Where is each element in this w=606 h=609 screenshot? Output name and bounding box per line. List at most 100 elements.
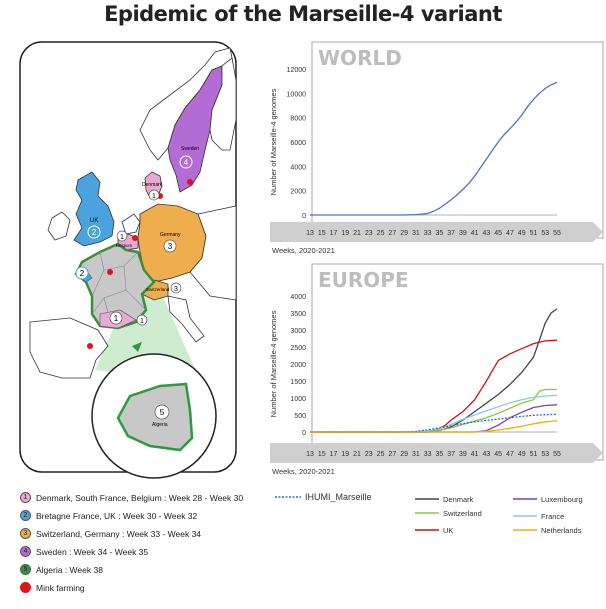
x-axis-label: Weeks, 2020-2021 xyxy=(272,467,335,476)
mink-farm-dot xyxy=(187,179,193,185)
svg-text:1: 1 xyxy=(152,193,156,200)
ireland-shape xyxy=(47,211,71,241)
x-tick-label: 19 xyxy=(341,451,349,458)
legend-label: Switzerland xyxy=(443,509,482,518)
x-tick-label: 51 xyxy=(530,451,538,458)
x-tick-label: 17 xyxy=(330,230,338,237)
x-axis-label: Weeks, 2020-2021 xyxy=(272,246,335,255)
legend-label: Denmark xyxy=(443,495,474,504)
mink-legend-label: Mink farming xyxy=(36,582,85,593)
x-tick-label: 37 xyxy=(447,230,455,237)
x-tick-label: 47 xyxy=(506,230,514,237)
marker-bretagne: 2 xyxy=(75,266,89,280)
marker-sweden: 4 xyxy=(179,155,193,169)
legend-number: 1 xyxy=(20,492,31,503)
y-tick-label: 6000 xyxy=(290,140,306,147)
spain-shape xyxy=(29,317,109,379)
x-tick-label: 19 xyxy=(341,230,349,237)
x-tick-label: 51 xyxy=(530,230,538,237)
chart-title: EUROPE xyxy=(318,268,409,292)
y-tick-label: 4000 xyxy=(290,294,306,301)
x-tick-label: 13 xyxy=(306,230,314,237)
x-tick-label: 25 xyxy=(377,230,385,237)
legend-text: Bretagne France, UK : Week 30 - Week 32 xyxy=(36,510,198,521)
projection-cone xyxy=(95,280,200,380)
x-tick-label: 13 xyxy=(306,451,314,458)
svg-text:4: 4 xyxy=(184,158,189,167)
legend-label: Luxembourg xyxy=(541,495,583,504)
marker-uk: 2 xyxy=(87,225,101,239)
y-tick-label: 500 xyxy=(294,413,306,420)
mink-farm-dot xyxy=(87,343,93,349)
svg-text:1: 1 xyxy=(120,234,124,241)
y-tick-label: 10000 xyxy=(287,91,307,98)
x-tick-label: 25 xyxy=(377,451,385,458)
svg-text:5: 5 xyxy=(160,408,165,417)
marker-south-france: 1 xyxy=(109,311,123,325)
svg-text:1: 1 xyxy=(140,318,144,325)
page-title: Epidemic of the Marseille-4 variant xyxy=(104,2,502,26)
europe-chart: EUROPE 0 500 1000 1500 2000 2500 3000 3500 4000 Nu… xyxy=(269,263,604,535)
x-tick-label: 31 xyxy=(412,451,420,458)
label-sweden: Sweden xyxy=(181,146,199,152)
x-tick-label: 45 xyxy=(494,230,502,237)
x-tick-label: 15 xyxy=(318,451,326,458)
world-chart: WORLD 0 2000 4000 6000 8000 10000 12000 Number o… xyxy=(269,41,604,255)
label-uk: UK xyxy=(90,218,98,224)
y-axis-label: Number of Marseille-4 genomes xyxy=(269,88,278,195)
legend-label: IHUMI_Marseille xyxy=(305,492,372,502)
x-tick-label: 49 xyxy=(518,451,526,458)
x-tick-label: 33 xyxy=(424,230,432,237)
y-tick-label: 3000 xyxy=(290,328,306,335)
x-tick-label: 47 xyxy=(506,451,514,458)
x-tick-label: 49 xyxy=(518,230,526,237)
y-tick-label: 2500 xyxy=(290,345,306,352)
mink-farm-dot xyxy=(132,235,138,241)
x-tick-label: 55 xyxy=(553,230,561,237)
x-tick-label: 45 xyxy=(494,451,502,458)
finland-shape xyxy=(209,57,237,151)
legend-number: 2 xyxy=(20,510,31,521)
chart-frame xyxy=(311,263,604,461)
svg-text:3: 3 xyxy=(174,286,178,293)
x-tick-label: 41 xyxy=(471,451,479,458)
mink-legend: Mink farming xyxy=(20,582,85,593)
legend-text: Sweden : Week 34 - Week 35 xyxy=(36,546,149,557)
legend-text: Denmark, South France, Belgium : Week 28… xyxy=(36,492,244,503)
y-tick-label: 0 xyxy=(302,430,306,437)
arrow-icon xyxy=(132,342,142,352)
algeria-shape xyxy=(116,382,194,452)
x-tick-label: 35 xyxy=(435,451,443,458)
legend-text: Switzerland, Germany : Week 33 - Week 34 xyxy=(36,528,202,539)
x-tick-label: 23 xyxy=(365,451,373,458)
legend-label: Netherlands xyxy=(541,526,582,535)
legend-item: 2 Bretagne France, UK : Week 30 - Week 32 xyxy=(20,510,197,521)
series-line xyxy=(310,81,558,216)
x-tick-label: 37 xyxy=(447,451,455,458)
x-axis-arrow xyxy=(270,222,603,242)
legend-number: 3 xyxy=(20,528,31,539)
svg-text:1: 1 xyxy=(114,314,119,323)
x-tick-label: 21 xyxy=(353,230,361,237)
mink-farm-dot xyxy=(107,269,113,275)
series-line xyxy=(310,413,558,433)
y-tick-label: 8000 xyxy=(290,116,306,123)
y-tick-label: 12000 xyxy=(287,67,307,74)
x-tick-label: 43 xyxy=(483,230,491,237)
x-tick-label: 27 xyxy=(388,230,396,237)
legend-number: 5 xyxy=(20,564,31,575)
legend-item: 1 Denmark, South France, Belgium : Week 2… xyxy=(20,492,243,503)
legend-text: Algeria : Week 38 xyxy=(36,564,103,575)
svg-text:2: 2 xyxy=(80,269,85,278)
label-belgium: Belgium xyxy=(116,243,133,248)
x-tick-label: 35 xyxy=(435,230,443,237)
legend-item: 4 Sweden : Week 34 - Week 35 xyxy=(20,546,148,557)
legend-item: 5 Algeria : Week 38 xyxy=(20,564,103,575)
series-line xyxy=(310,388,557,433)
x-tick-label: 31 xyxy=(412,230,420,237)
legend-number: 4 xyxy=(20,546,31,557)
label-switzerland: Switzerland xyxy=(146,287,170,292)
x-axis-arrow xyxy=(270,443,603,463)
y-tick-label: 2000 xyxy=(290,362,306,369)
